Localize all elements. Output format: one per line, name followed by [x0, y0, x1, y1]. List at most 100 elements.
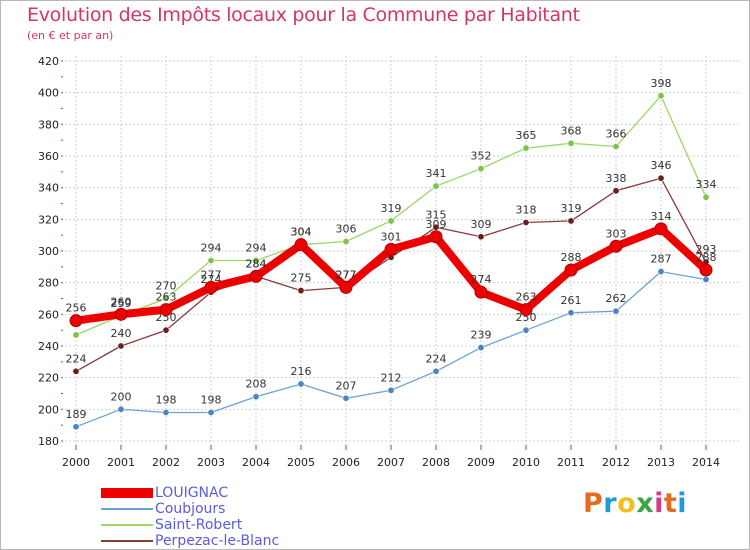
- data-label: 259: [111, 297, 132, 310]
- data-point: [342, 394, 350, 402]
- data-point: [612, 307, 620, 315]
- legend-item: LOUIGNAC: [101, 485, 361, 501]
- legend-swatch: [101, 508, 153, 510]
- data-label: 216: [291, 365, 312, 378]
- x-tick-label: 2014: [692, 456, 720, 469]
- data-label: 368: [561, 124, 582, 137]
- data-point: [702, 193, 710, 201]
- y-tick-label: 200: [38, 403, 59, 416]
- data-label: 301: [381, 230, 402, 243]
- data-point: [522, 144, 530, 152]
- data-label: 198: [201, 394, 222, 407]
- y-tick-label: 240: [38, 340, 59, 353]
- data-point: [387, 386, 395, 394]
- data-label: 256: [66, 302, 87, 315]
- data-point: [339, 280, 353, 294]
- logo-letter: o: [617, 488, 637, 519]
- legend-label: Coubjours: [155, 501, 226, 517]
- y-tick-label: 380: [38, 118, 59, 131]
- data-label: 275: [291, 272, 312, 285]
- legend-label: Saint-Robert: [155, 517, 243, 533]
- data-label: 277: [201, 268, 222, 281]
- data-point: [294, 238, 308, 252]
- x-tick-label: 2003: [197, 456, 225, 469]
- data-point: [522, 326, 530, 334]
- data-point: [477, 233, 485, 241]
- data-point: [72, 331, 80, 339]
- data-point: [702, 275, 710, 283]
- data-point: [474, 285, 488, 299]
- legend-swatch: [101, 488, 153, 498]
- data-label: 224: [426, 352, 447, 365]
- logo-letter: x: [636, 488, 655, 519]
- data-point: [252, 393, 260, 401]
- logo-letter: P: [583, 488, 604, 519]
- data-point: [162, 326, 170, 334]
- data-point: [567, 309, 575, 317]
- data-point: [207, 408, 215, 416]
- data-label: 277: [336, 268, 357, 281]
- data-label: 398: [651, 77, 672, 90]
- x-tick-label: 2002: [152, 456, 180, 469]
- x-tick-label: 2006: [332, 456, 360, 469]
- data-label: 303: [606, 227, 627, 240]
- data-label: 346: [651, 159, 672, 172]
- data-point: [657, 92, 665, 100]
- x-tick-label: 2013: [647, 456, 675, 469]
- data-label: 319: [381, 202, 402, 215]
- data-point: [612, 143, 620, 151]
- x-tick-label: 2004: [242, 456, 270, 469]
- data-label: 309: [471, 218, 492, 231]
- legend-item: Coubjours: [101, 501, 361, 517]
- x-tick-label: 2010: [512, 456, 540, 469]
- data-label: 239: [471, 329, 492, 342]
- data-point: [567, 217, 575, 225]
- data-label: 365: [516, 129, 537, 142]
- data-label: 208: [246, 378, 267, 391]
- data-label: 294: [201, 242, 222, 255]
- data-label: 366: [606, 128, 627, 141]
- y-tick-label: 320: [38, 213, 59, 226]
- data-label: 270: [156, 280, 177, 293]
- data-point: [699, 263, 713, 277]
- y-tick-label: 300: [38, 245, 59, 258]
- data-label: 224: [66, 352, 87, 365]
- data-label: 207: [336, 379, 357, 392]
- data-point: [432, 182, 440, 190]
- y-tick-label: 180: [38, 435, 59, 448]
- x-tick-label: 2011: [557, 456, 585, 469]
- data-label: 318: [516, 204, 537, 217]
- data-point: [117, 342, 125, 350]
- data-label: 338: [606, 172, 627, 185]
- data-label: 261: [561, 294, 582, 307]
- data-point: [654, 222, 668, 236]
- data-label: 260: [111, 295, 132, 308]
- data-point: [252, 256, 260, 264]
- data-label: 288: [696, 251, 717, 264]
- data-point: [432, 367, 440, 375]
- logo-letter: i: [654, 488, 664, 519]
- data-point: [204, 280, 218, 294]
- x-tick-label: 2005: [287, 456, 315, 469]
- data-point: [249, 269, 263, 283]
- data-label: 304: [291, 226, 312, 239]
- data-label: 288: [561, 251, 582, 264]
- data-label: 284: [246, 257, 267, 270]
- data-label: 293: [696, 243, 717, 256]
- data-point: [159, 303, 173, 317]
- legend-item: Saint-Robert: [101, 517, 361, 533]
- data-label: 263: [516, 291, 537, 304]
- data-label: 309: [426, 218, 447, 231]
- legend-swatch: [101, 540, 153, 542]
- data-point: [384, 242, 398, 256]
- x-tick-label: 2012: [602, 456, 630, 469]
- data-point: [519, 303, 533, 317]
- data-label: 294: [246, 242, 267, 255]
- legend-item: Perpezac-le-Blanc: [101, 533, 361, 549]
- data-label: 189: [66, 408, 87, 421]
- y-tick-label: 220: [38, 372, 59, 385]
- proxiti-logo: Proxiti: [583, 488, 687, 519]
- x-tick-label: 2000: [62, 456, 90, 469]
- data-point: [609, 239, 623, 253]
